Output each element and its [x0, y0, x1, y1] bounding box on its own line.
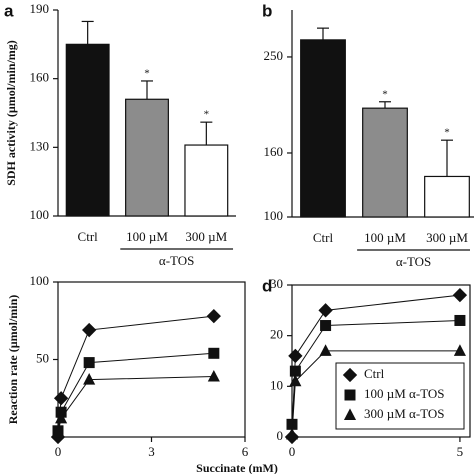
y-tick-label: 100 [264, 208, 284, 223]
legend-label: 300 µM α-TOS [364, 406, 445, 421]
y-tick-label: 100 [30, 207, 50, 222]
marker [208, 347, 220, 359]
legend-marker [343, 408, 357, 420]
group-label: α-TOS [396, 254, 431, 269]
legend-marker [344, 389, 356, 401]
marker [289, 365, 301, 377]
y-axis-label: Reaction rate (µmol/min) [6, 295, 20, 425]
y-tick-label: 250 [264, 48, 284, 63]
x-tick-label: 300 µM [426, 230, 468, 245]
y-axis-label: SDH activity (µmol/min/mg) [4, 40, 18, 186]
legend-marker [342, 367, 358, 383]
marker [82, 322, 97, 338]
series-line [291, 319, 460, 425]
x-tick-label: 100 µM [364, 230, 406, 245]
marker [320, 320, 332, 332]
marker [289, 374, 302, 387]
panel-label: a [4, 1, 14, 20]
bar [300, 39, 346, 218]
marker [454, 314, 466, 326]
x-tick-label: 100 µM [126, 229, 168, 244]
x-tick-label: 3 [148, 444, 155, 459]
x-tick-label: Ctrl [313, 230, 334, 245]
plot-frame [291, 284, 471, 438]
panel-label: d [262, 276, 272, 295]
marker [51, 425, 65, 438]
y-tick-label: 160 [30, 70, 50, 85]
marker [285, 427, 299, 440]
x-tick-label: 5 [457, 444, 464, 459]
marker [286, 418, 298, 430]
y-tick-label: 20 [270, 327, 283, 342]
y-tick-label: 0 [277, 428, 284, 443]
marker [53, 391, 69, 406]
marker [206, 308, 221, 324]
x-tick-label: 300 µM [185, 229, 227, 244]
y-tick-label: 50 [36, 350, 49, 365]
y-tick-label: 100 [30, 273, 50, 288]
marker [452, 287, 468, 303]
bar [125, 98, 169, 217]
significance-mark: * [144, 67, 150, 79]
marker [55, 411, 68, 424]
marker [319, 344, 332, 356]
y-tick-label: 130 [30, 138, 50, 153]
marker [207, 369, 220, 382]
panel-label: b [262, 1, 272, 20]
group-label: α-TOS [159, 253, 194, 268]
legend-label: Ctrl [364, 366, 385, 381]
series-line [57, 352, 214, 431]
series-line [57, 376, 214, 433]
x-axis-label: Succinate (mM) [196, 461, 278, 474]
y-tick-label: 190 [30, 1, 50, 16]
significance-mark: * [382, 88, 388, 100]
legend-box [335, 362, 465, 430]
significance-mark: * [204, 109, 210, 121]
bar [65, 43, 110, 217]
bar [362, 107, 408, 218]
x-tick-label: Ctrl [78, 229, 99, 244]
marker [83, 373, 96, 385]
series-line [291, 350, 460, 435]
x-tick-label: 6 [242, 444, 249, 459]
x-tick-label: 0 [55, 444, 62, 459]
marker [288, 348, 303, 364]
significance-mark: * [444, 127, 450, 139]
marker [318, 303, 333, 318]
y-tick-label: 10 [270, 377, 283, 392]
x-tick-label: 0 [289, 444, 296, 459]
legend-label: 100 µM α-TOS [364, 386, 445, 401]
bar [424, 175, 470, 218]
bar [184, 144, 229, 217]
marker [83, 357, 95, 369]
y-tick-label: 30 [270, 276, 283, 291]
marker [453, 344, 466, 356]
y-tick-label: 160 [264, 144, 284, 159]
